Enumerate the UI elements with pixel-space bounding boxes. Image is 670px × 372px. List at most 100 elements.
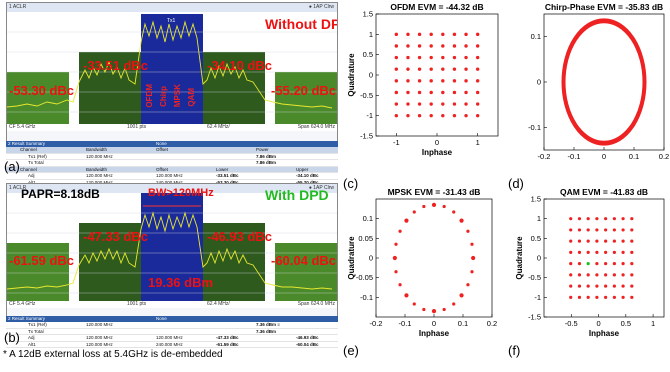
constellation-point [466, 283, 470, 287]
spectrum-plot: Without DPD Tx1 -53.30 dBc -33.51 dBc -3… [7, 12, 337, 124]
constellation-point [394, 113, 399, 118]
y-tick-label: 0 [537, 78, 541, 87]
analyzer-title: 1 ACLR [7, 184, 337, 193]
constellation-point [612, 228, 616, 232]
constellation-point [569, 295, 573, 299]
constellation-point [595, 273, 599, 277]
constellation-point [577, 228, 582, 232]
signal-label-qam: QAM [187, 88, 196, 107]
spectrum-svg [7, 193, 337, 301]
x-tick-label: 0 [602, 152, 606, 161]
bottom-result-table: 2 Result Summary None Tx1 (Ref) 120.000 M… [6, 316, 338, 348]
y-tick-label: 1.5 [363, 10, 373, 19]
constellation-point [441, 55, 445, 60]
upper-adj-band [203, 223, 265, 301]
constellation-point [412, 210, 416, 214]
y-tick-label: 0.05 [358, 234, 373, 243]
constellation-point [417, 79, 422, 83]
bw-label: BW>120MHz [148, 187, 214, 199]
constellation-point [466, 229, 470, 233]
chart-title: OFDM EVM = -44.32 dB [390, 2, 483, 12]
upper-alt-aclr: -55.20 dBc [271, 83, 337, 98]
constellation-point [452, 32, 457, 37]
table-row: Tx1 (Ref) 120.000 MHz 7.36 dBm ≡ [6, 322, 338, 329]
constellation-point [392, 255, 397, 261]
constellation-point [604, 239, 608, 243]
constellation-point [621, 250, 625, 254]
constellation-point [429, 90, 433, 95]
footer-pts: 1001 pts [127, 124, 147, 130]
constellation-point [630, 250, 634, 254]
constellation-point [394, 242, 398, 246]
constellation-point [621, 295, 625, 299]
x-axis-label: Inphase [422, 148, 453, 157]
constellation-point [595, 284, 599, 288]
constellation-point [394, 67, 399, 71]
constellation-point [604, 262, 608, 266]
constellation-svg: OFDM EVM = -44.32 dB -1 0 1 1.5 1 0.5 0 -0.5 -1 -1… [347, 2, 669, 338]
y-tick-label: -1 [534, 293, 541, 302]
constellation-point [621, 273, 625, 277]
constellation-point [412, 302, 416, 306]
footer-span: Span 624.0 MHz [297, 301, 335, 307]
x-tick-label: 0 [596, 319, 600, 328]
chart-title: QAM EVM = -41.83 dB [560, 187, 648, 197]
constellation-point [569, 217, 573, 221]
x-tick-label: 0.1 [629, 152, 639, 161]
constellation-point [586, 262, 590, 266]
lower-alt-band [7, 72, 69, 124]
constellation-point [394, 270, 398, 274]
upper-alt-band [275, 243, 337, 301]
constellation-point [569, 239, 573, 243]
table-title: 2 Result Summary None [6, 141, 338, 147]
spectrum-svg [7, 14, 337, 124]
constellation-point [406, 32, 410, 37]
x-tick-label: -0.2 [370, 319, 383, 328]
spectrum-trace [7, 211, 333, 290]
x-tick-label: 0 [435, 138, 439, 147]
constellation-point [404, 218, 409, 223]
constellation-point [464, 79, 468, 83]
constellation-point [417, 67, 422, 71]
constellation-point [417, 55, 422, 60]
constellation-point [417, 102, 422, 106]
constellation-point [630, 217, 634, 221]
x-tick-label: 0 [432, 319, 436, 328]
constellation-point [429, 32, 433, 37]
constellation-point [630, 273, 634, 277]
constellation-point [406, 55, 410, 60]
constellation-point [612, 284, 616, 288]
footer-span: Span 624.0 MHz [297, 124, 335, 130]
center-channel-label: Tx1 [167, 18, 176, 24]
chirp-trace [561, 18, 647, 146]
chart-title: Chirp-Phase EVM = -35.83 dB [545, 2, 663, 12]
table-row: Alt1 120.000 MHz 240.000 MHz -61.59 dBc … [6, 342, 338, 348]
y-tick-label: 0.1 [531, 32, 541, 41]
lower-alt-band [7, 243, 69, 301]
constellation-point [394, 55, 399, 60]
bottom-spectrum-analyzer: 1 ACLR ● 1AP Clrw PAPR=8.18dB With DPD B… [6, 183, 338, 317]
y-tick-label: 0 [369, 71, 373, 80]
constellation-point [612, 262, 616, 266]
annotation-label: With DPD [265, 187, 329, 203]
constellation-point [459, 293, 464, 298]
table-header-row: Channel Bandwidth Offset Power [6, 147, 338, 154]
y-axis-label: Quadrature [515, 236, 524, 280]
constellation-point [394, 90, 399, 95]
constellation-point [441, 44, 445, 48]
constellation-point [475, 90, 480, 95]
constellation-point [452, 67, 457, 71]
constellation-point [586, 284, 590, 288]
constellation-point [577, 273, 582, 277]
panel-label-a: (a) [4, 159, 20, 174]
footer-cf: CF 5.4 GHz [9, 124, 36, 130]
constellation-point [569, 273, 573, 277]
spectrum-trace [7, 20, 333, 109]
grid [7, 31, 337, 113]
x-tick-label: 0.2 [659, 152, 669, 161]
top-result-table: 2 Result Summary None Channel Bandwidth O… [6, 141, 338, 186]
constellation-point [394, 102, 399, 106]
constellation-point [612, 250, 616, 254]
constellation-point [595, 295, 599, 299]
constellation-point [452, 210, 456, 214]
